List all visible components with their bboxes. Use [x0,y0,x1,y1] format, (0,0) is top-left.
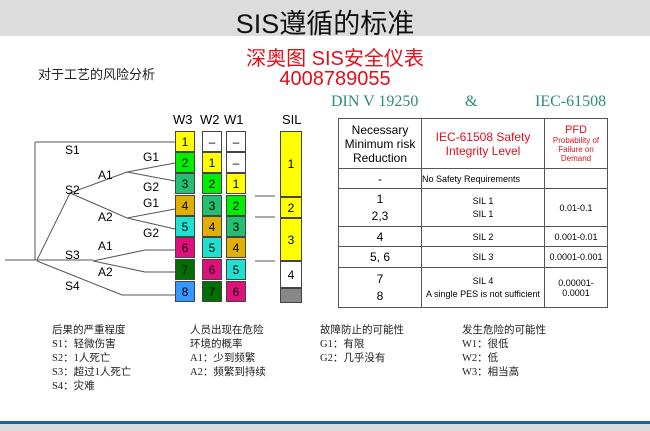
risk-cell: 5 [175,216,195,237]
branch-label: G1 [143,196,160,210]
watermark-line2: 4008789055 [279,68,391,90]
risk-cell: 3 [226,216,246,237]
header-risk: Necessary Minimum risk Reduction [338,118,422,169]
legend-item: S2：1人死亡 [52,353,111,364]
table-row: 5, 6 SIL 3 0.0001-0.001 [338,246,608,268]
column-header: W1 [224,112,244,127]
sil-table: Necessary Minimum risk Reduction IEC-615… [338,118,608,308]
legend-column: 后果的严重程度 S1：轻微伤害 S2：1人死亡 S3：超过1人死亡 S4：灾难 [52,324,131,394]
table-row: 1 2,3 SIL 1 SIL 1 0.01-0.1 [338,188,608,227]
table-row: 4 SIL 2 0.001-0.01 [338,226,608,247]
risk-cell: 2 [226,195,246,216]
legend-item: S3：超过1人死亡 [52,367,132,378]
standard-amp: & [465,93,478,110]
sil-cell: 3 [280,218,302,261]
risk-cell: 1 [226,173,246,194]
branch-label: A1 [98,239,113,253]
footer-band [0,424,650,431]
legend-item: S4：灾难 [52,381,95,392]
legend-column: 发生危险的可能性 W1：很低 W2：低 W3：相当高 [462,324,546,380]
legend-item: A1：少到频繁 [190,353,256,364]
branch-label: A1 [98,168,113,182]
legend-item: G1：有限 [320,339,365,350]
legend-item: S1：轻微伤害 [52,339,116,350]
risk-cell: 5 [226,259,246,280]
column-header: W2 [200,112,220,127]
risk-cell: 2 [175,152,195,173]
risk-cell: 3 [175,173,195,194]
risk-cell: 7 [175,259,195,280]
legend-item: W2：低 [462,353,499,364]
branch-label: S3 [65,248,80,262]
branch-label: S1 [65,143,80,157]
risk-cell: 3 [202,195,222,216]
header-bar [0,0,650,36]
risk-cell: 2 [202,173,222,194]
subtitle: 对于工艺的风险分析 [38,67,156,82]
risk-cell: 1 [175,131,195,152]
legend-column: 人员出现在危险 环境的概率 A1：少到频繁 A2：频繁到持续 [190,324,266,380]
sil-cell: 4 [280,261,302,288]
header-sil: IEC-61508 Safety Integrity Level [421,118,545,169]
branch-label: G2 [143,226,160,240]
standard-iec: IEC-61508 [535,93,607,110]
risk-cell: 5 [202,237,222,258]
branch-label: S4 [65,279,80,293]
sil-cell: 2 [280,197,302,218]
legend-item: 发生危险的可能性 [462,325,546,336]
table-row: - No Safety Requirements [338,168,608,189]
branch-label: S2 [65,183,80,197]
sil-cell [280,288,302,303]
risk-cell: 6 [226,281,246,302]
risk-cell: 8 [175,281,195,302]
risk-cell: 1 [202,152,222,173]
legend-item: W3：相当高 [462,367,520,378]
legend-item: 故障防止的可能性 [320,325,404,336]
risk-cell: – [226,131,246,152]
sil-column-header: SIL [282,112,302,127]
watermark-line1: 深奥图 SIS安全仪表 [246,48,424,70]
risk-graph-tree [5,141,275,296]
sil-cell: 1 [280,131,302,197]
legend-column: 故障防止的可能性 G1：有限 G2：几乎没有 [320,324,404,366]
risk-cell: 6 [202,259,222,280]
legend-item: 后果的严重程度 [52,325,126,336]
page-title: SIS遵循的标准 [235,9,415,39]
legend-item: A2：频繁到持续 [190,367,266,378]
header-pfd: PFD Probability of Failure on Demand [544,118,608,169]
legend-item: W1：很低 [462,339,509,350]
legend-item: G2：几乎没有 [320,353,386,364]
risk-cell: 4 [226,237,246,258]
column-header: W3 [173,112,193,127]
risk-cell: – [226,152,246,173]
branch-label: A2 [98,265,113,279]
branch-label: G2 [143,180,160,194]
risk-cell: 6 [175,237,195,258]
legend-item: 人员出现在危险 [190,325,264,336]
risk-cell: 4 [175,195,195,216]
risk-cell: – [202,131,222,152]
legend-item: 环境的概率 [190,339,243,350]
footer-rule [0,421,650,424]
branch-label: G1 [143,150,160,164]
risk-cell: 7 [202,281,222,302]
standard-din: DIN V 19250 [331,93,419,110]
branch-label: A2 [98,210,113,224]
risk-cell: 4 [202,216,222,237]
